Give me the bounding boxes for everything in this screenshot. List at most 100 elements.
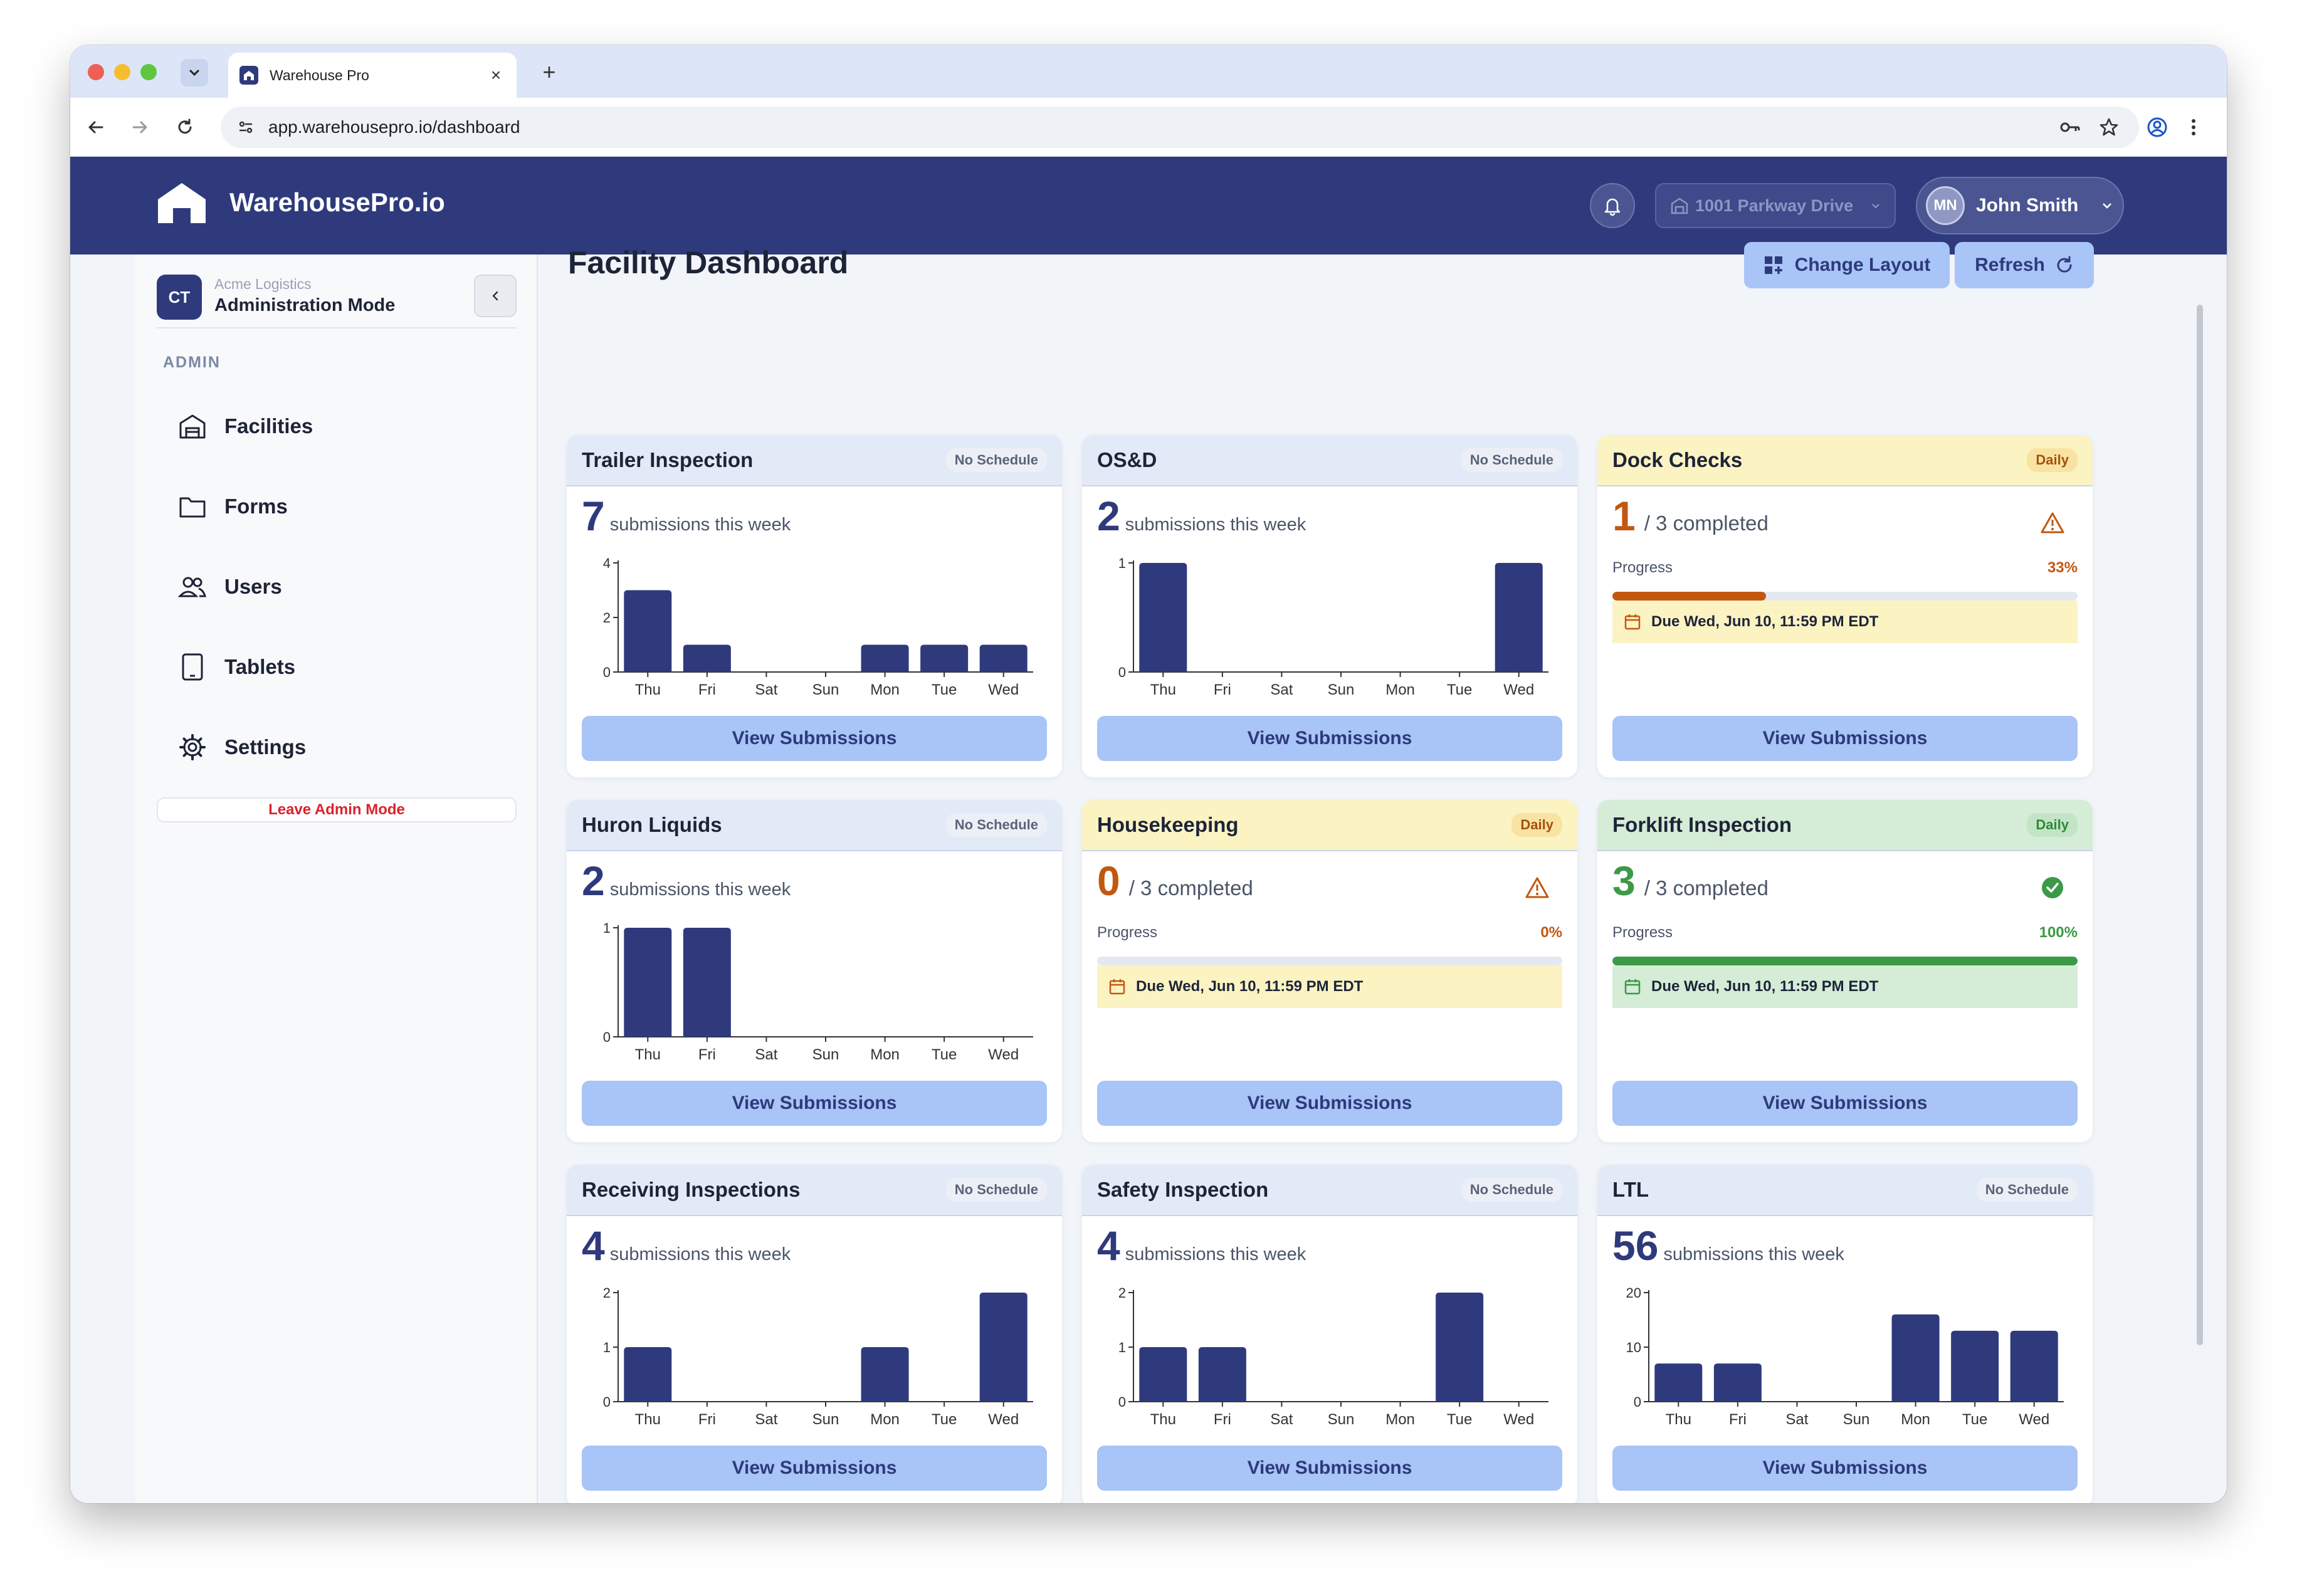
app-logo[interactable]: WarehousePro.io <box>155 181 445 224</box>
browser-menu-icon[interactable] <box>2179 113 2208 142</box>
x-tick-label: Sun <box>1328 1411 1355 1428</box>
view-submissions-button[interactable]: View Submissions <box>582 1446 1047 1491</box>
change-layout-button[interactable]: Change Layout <box>1744 242 1950 288</box>
forward-button[interactable] <box>125 113 154 142</box>
x-tick-label: Thu <box>1666 1411 1691 1428</box>
bell-icon <box>1604 198 1621 216</box>
schedule-badge: Daily <box>2027 448 2078 472</box>
view-submissions-button[interactable]: View Submissions <box>1612 716 2078 761</box>
y-tick-label: 20 <box>1626 1285 1641 1301</box>
close-tab-icon[interactable]: × <box>490 65 502 85</box>
x-tick-label: Sun <box>812 681 839 698</box>
y-tick-label: 2 <box>603 610 611 626</box>
sidebar-item-tablets[interactable]: Tablets <box>177 642 490 692</box>
sidebar-item-users[interactable]: Users <box>177 562 490 612</box>
x-tick-label: Tue <box>932 1411 957 1428</box>
dashboard-card: Housekeeping Daily 0 / 3 completed Progr… <box>1082 800 1577 1142</box>
scrollbar-thumb[interactable] <box>2197 305 2203 1345</box>
bar <box>683 928 731 1037</box>
x-tick-label: Mon <box>1385 681 1415 698</box>
back-button[interactable] <box>81 113 110 142</box>
x-tick-label: Mon <box>870 1046 900 1063</box>
view-submissions-button[interactable]: View Submissions <box>582 716 1047 761</box>
bookmark-star-icon[interactable] <box>2095 113 2123 141</box>
close-window-button[interactable] <box>88 64 104 80</box>
gear-icon <box>177 732 208 763</box>
address-bar[interactable]: app.warehousepro.io/dashboard <box>221 107 2139 148</box>
sidebar-item-forms[interactable]: Forms <box>177 481 490 532</box>
facility-select[interactable]: 1001 Parkway Drive <box>1655 183 1896 228</box>
org-switcher: CT Acme Logistics Administration Mode <box>157 275 517 328</box>
x-tick-label: Sun <box>812 1411 839 1428</box>
x-tick-label: Fri <box>1729 1411 1747 1428</box>
x-tick-label: Thu <box>1150 1411 1176 1428</box>
view-submissions-button[interactable]: View Submissions <box>1097 1446 1562 1491</box>
sidebar: CT Acme Logistics Administration Mode AD… <box>135 255 538 1503</box>
refresh-button[interactable]: Refresh <box>1955 242 2094 288</box>
building-icon <box>177 411 208 442</box>
new-tab-button[interactable]: + <box>542 59 556 85</box>
dashboard-card: Dock Checks Daily 1 / 3 completed Progre… <box>1597 435 2093 777</box>
browser-profile-icon[interactable] <box>2143 113 2172 142</box>
view-submissions-button[interactable]: View Submissions <box>1612 1081 2078 1126</box>
count-value: 4 <box>582 1222 605 1269</box>
check-circle-icon <box>2042 877 2063 898</box>
refresh-label: Refresh <box>1975 255 2045 275</box>
submission-count: 4 submissions this week <box>1097 1225 1306 1266</box>
x-tick-label: Fri <box>1214 681 1231 698</box>
leave-admin-button[interactable]: Leave Admin Mode <box>157 797 517 822</box>
card-title: Safety Inspection <box>1097 1178 1269 1201</box>
sidebar-item-facilities[interactable]: Facilities <box>177 401 490 451</box>
x-tick-label: Fri <box>698 1411 716 1428</box>
x-tick-label: Wed <box>988 681 1019 698</box>
y-tick-label: 0 <box>1118 664 1126 680</box>
view-submissions-button[interactable]: View Submissions <box>1612 1446 2078 1491</box>
browser-tab[interactable]: Warehouse Pro × <box>228 53 517 98</box>
facility-name: 1001 Parkway Drive <box>1695 196 1854 215</box>
schedule-badge: No Schedule <box>945 813 1047 837</box>
x-tick-label: Sun <box>1328 681 1355 698</box>
card-title: Trailer Inspection <box>582 448 754 471</box>
refresh-icon <box>2057 256 2072 273</box>
due-date: Due Wed, Jun 10, 11:59 PM EDT <box>1651 978 1879 995</box>
user-menu[interactable]: MN John Smith <box>1916 177 2124 234</box>
tab-title: Warehouse Pro <box>270 66 369 83</box>
password-key-icon[interactable] <box>2056 113 2084 141</box>
dashboard-card: Receiving Inspections No Schedule 4 subm… <box>567 1165 1062 1503</box>
schedule-badge: Daily <box>2027 813 2078 837</box>
due-date-box: Due Wed, Jun 10, 11:59 PM EDT <box>1612 965 2078 1008</box>
site-settings-icon[interactable] <box>237 118 255 136</box>
view-submissions-button[interactable]: View Submissions <box>1097 1081 1562 1126</box>
x-tick-label: Sat <box>1270 681 1293 698</box>
submissions-chart: 0 2 4 Thu Fri Sat Sun Mon Tue Wed <box>603 555 1033 698</box>
reload-button[interactable] <box>171 113 199 142</box>
schedule-badge: Daily <box>1511 813 1562 837</box>
x-tick-label: Wed <box>988 1046 1019 1063</box>
x-tick-label: Fri <box>1214 1411 1231 1428</box>
x-tick-label: Wed <box>1503 681 1534 698</box>
card-title: Huron Liquids <box>582 813 722 836</box>
view-submissions-button[interactable]: View Submissions <box>582 1081 1047 1126</box>
submissions-chart: 0 1 Thu Fri Sat Sun Mon Tue Wed <box>1118 555 1548 698</box>
y-tick-label: 0 <box>1634 1394 1641 1410</box>
count-label: submissions this week <box>1125 515 1306 535</box>
x-tick-label: Sat <box>1785 1411 1808 1428</box>
collapse-sidebar-button[interactable] <box>474 275 517 317</box>
browser-window: Warehouse Pro × + app.warehousepro.io/da… <box>70 45 2227 1503</box>
schedule-badge: No Schedule <box>1461 1178 1562 1202</box>
view-submissions-button[interactable]: View Submissions <box>1097 716 1562 761</box>
x-tick-label: Wed <box>1503 1411 1534 1428</box>
sidebar-item-label: Forms <box>224 495 288 518</box>
url-text: app.warehousepro.io/dashboard <box>268 117 520 137</box>
tab-search-button[interactable] <box>181 59 208 87</box>
y-tick-label: 0 <box>603 1029 611 1045</box>
chevron-down-icon <box>189 70 199 76</box>
notifications-button[interactable] <box>1590 183 1635 228</box>
bar <box>624 928 672 1037</box>
x-tick-label: Tue <box>932 681 957 698</box>
sidebar-item-settings[interactable]: Settings <box>177 722 490 772</box>
card-header: OS&D No Schedule <box>1082 435 1577 486</box>
maximize-window-button[interactable] <box>140 64 157 80</box>
y-tick-label: 1 <box>603 920 611 936</box>
minimize-window-button[interactable] <box>114 64 130 80</box>
